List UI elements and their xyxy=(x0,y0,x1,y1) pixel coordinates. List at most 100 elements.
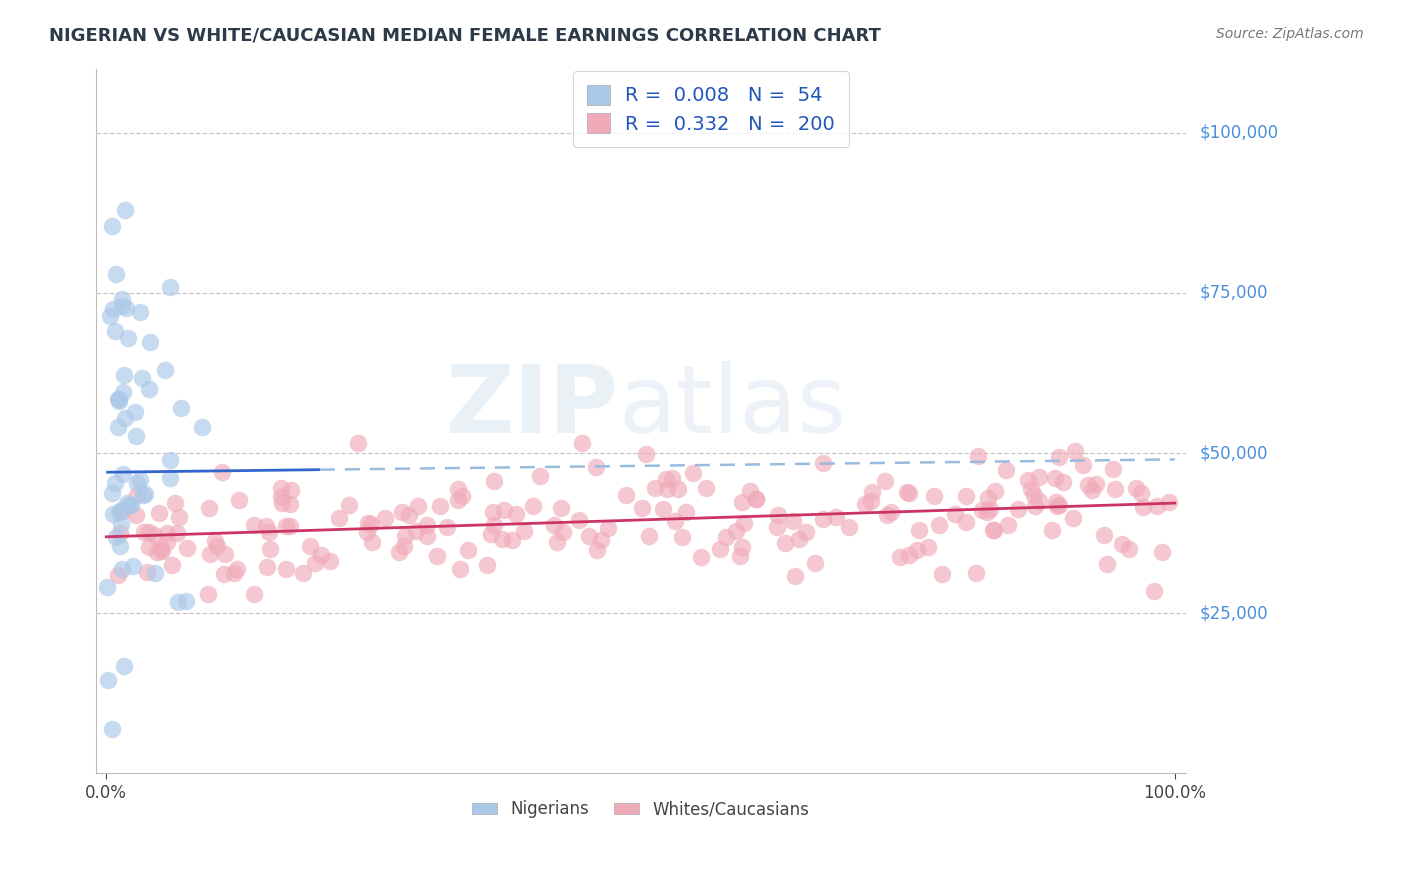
Point xyxy=(101,507,124,521)
Point xyxy=(955,490,977,504)
Point xyxy=(731,495,754,509)
Point xyxy=(405,524,427,538)
Point xyxy=(811,456,834,470)
Text: $100,000: $100,000 xyxy=(1199,124,1278,142)
Point xyxy=(475,558,498,572)
Point xyxy=(714,530,737,544)
Point xyxy=(1118,542,1140,557)
Point xyxy=(170,401,193,416)
Point xyxy=(931,567,953,582)
Point xyxy=(259,542,281,557)
Point xyxy=(110,516,132,531)
Point xyxy=(129,305,152,319)
Point xyxy=(965,566,987,581)
Point xyxy=(655,483,678,497)
Point xyxy=(1125,481,1147,495)
Point xyxy=(522,500,544,514)
Point xyxy=(259,524,281,539)
Point xyxy=(166,595,188,609)
Point xyxy=(1092,528,1115,542)
Point xyxy=(1028,493,1050,508)
Point xyxy=(661,470,683,484)
Point xyxy=(392,539,415,553)
Point xyxy=(811,512,834,526)
Point xyxy=(148,506,170,520)
Point xyxy=(976,506,998,520)
Point xyxy=(585,460,607,475)
Point xyxy=(492,502,515,516)
Point xyxy=(299,539,322,553)
Point xyxy=(124,405,146,419)
Point xyxy=(614,488,637,502)
Point xyxy=(226,562,249,576)
Point xyxy=(118,498,141,512)
Point xyxy=(270,481,292,495)
Point xyxy=(482,505,505,519)
Point xyxy=(972,503,994,517)
Point xyxy=(889,549,911,564)
Point xyxy=(111,562,134,576)
Point xyxy=(634,447,657,461)
Point xyxy=(1040,523,1063,537)
Point xyxy=(163,496,186,510)
Point xyxy=(1007,501,1029,516)
Point xyxy=(983,523,1005,537)
Point xyxy=(159,280,181,294)
Point xyxy=(505,508,527,522)
Point xyxy=(1111,537,1133,551)
Point xyxy=(159,471,181,485)
Point xyxy=(166,525,188,540)
Point xyxy=(107,392,129,406)
Point xyxy=(214,548,236,562)
Point xyxy=(1064,444,1087,458)
Point xyxy=(546,535,568,549)
Point xyxy=(156,535,179,549)
Point xyxy=(406,499,429,513)
Point xyxy=(690,550,713,565)
Point xyxy=(501,533,523,547)
Point xyxy=(156,526,179,541)
Point xyxy=(100,722,122,736)
Point xyxy=(1104,482,1126,496)
Point xyxy=(725,524,748,538)
Point xyxy=(100,219,122,233)
Point xyxy=(356,524,378,539)
Point xyxy=(1052,475,1074,489)
Point xyxy=(167,509,190,524)
Point xyxy=(682,467,704,481)
Point xyxy=(212,566,235,581)
Point xyxy=(278,497,301,511)
Point xyxy=(398,508,420,522)
Point xyxy=(979,502,1001,516)
Point xyxy=(981,524,1004,538)
Point xyxy=(766,508,789,523)
Point xyxy=(709,541,731,556)
Point xyxy=(280,483,302,498)
Point xyxy=(356,516,378,531)
Point xyxy=(111,504,134,518)
Point xyxy=(734,516,756,530)
Point xyxy=(571,435,593,450)
Point xyxy=(429,500,451,514)
Point xyxy=(1101,462,1123,476)
Point xyxy=(908,523,931,537)
Point xyxy=(117,331,139,345)
Point xyxy=(304,556,326,570)
Point xyxy=(785,569,807,583)
Point xyxy=(103,302,125,317)
Point xyxy=(132,524,155,539)
Point xyxy=(122,559,145,574)
Point xyxy=(457,542,479,557)
Point xyxy=(270,490,292,504)
Point xyxy=(107,420,129,434)
Point xyxy=(132,488,155,502)
Point xyxy=(1095,558,1118,572)
Point xyxy=(104,324,127,338)
Point xyxy=(110,502,132,516)
Point xyxy=(134,486,156,500)
Point xyxy=(898,548,921,562)
Point xyxy=(292,566,315,580)
Point xyxy=(112,368,135,382)
Point xyxy=(482,518,505,533)
Point xyxy=(125,429,148,443)
